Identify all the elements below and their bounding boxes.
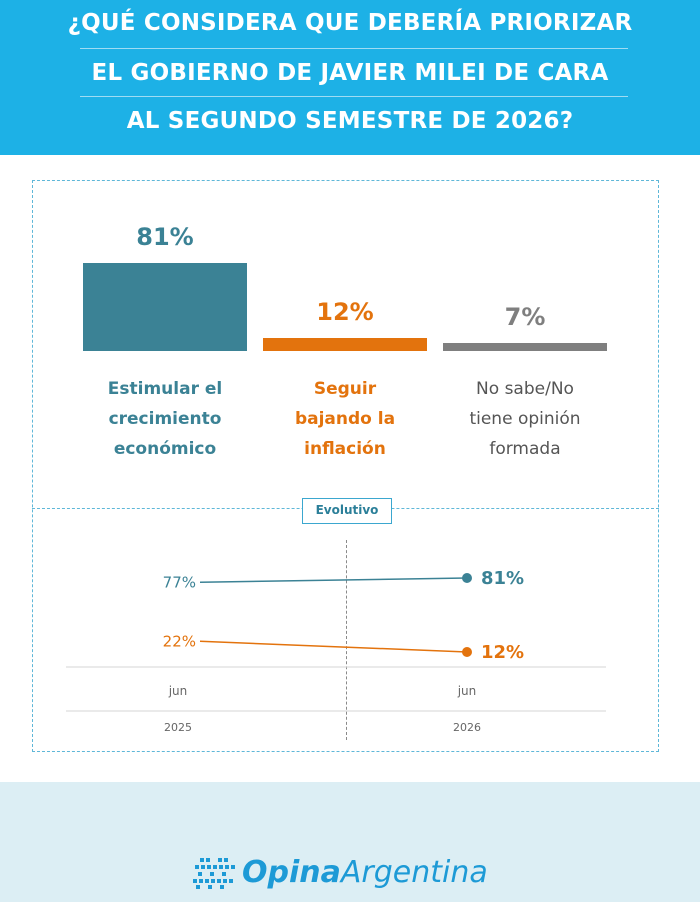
- period-divider-line: [346, 540, 347, 740]
- x-year-label-2025: 2025: [164, 721, 192, 734]
- bar-crecimiento: [83, 263, 247, 351]
- chart-panel: [32, 180, 659, 752]
- bar-no-sabe: [443, 343, 607, 351]
- bar-value-label-crecimiento: 81%: [136, 223, 194, 251]
- bar-value-label-no-sabe: 7%: [504, 303, 546, 331]
- category-label-inflacion: Seguir bajando la inflación: [294, 379, 396, 459]
- x-year-label-2026: 2026: [453, 721, 481, 734]
- series-inflacion-end-point: [462, 647, 472, 657]
- title-rule-2: [80, 96, 628, 97]
- opina-argentina-logo: OpinaArgentina: [192, 852, 488, 892]
- series-crecimiento-line: [199, 577, 468, 584]
- footer-band: [0, 782, 700, 902]
- series-crecimiento-end-point: [462, 573, 472, 583]
- logo-wordmark: OpinaArgentina: [242, 854, 488, 890]
- category-label-no-sabe: No sabe/No tiene opinión formada: [469, 379, 581, 459]
- series-crecimiento-start-label: 77%: [163, 573, 196, 591]
- bar-value-label-inflacion: 12%: [316, 298, 374, 326]
- bar-inflacion: [263, 338, 427, 351]
- title-line-3: AL SEGUNDO SEMESTRE DE 2026?: [126, 108, 574, 134]
- category-label-crecimiento: Estimular el crecimiento económico: [107, 379, 223, 459]
- series-inflacion-end-label: 12%: [481, 642, 524, 663]
- title-rule-1: [80, 48, 628, 49]
- evolutivo-badge: Evolutivo: [302, 498, 392, 524]
- header-banner: ¿QUÉ CONSIDERA QUE DEBERÍA PRIORIZAR EL …: [0, 0, 700, 155]
- series-crecimiento-end-label: 81%: [481, 568, 524, 589]
- hash-grid-icon: [193, 858, 235, 889]
- title-line-1: ¿QUÉ CONSIDERA QUE DEBERÍA PRIORIZAR: [67, 10, 633, 36]
- title-line-2: EL GOBIERNO DE JAVIER MILEI DE CARA: [91, 60, 609, 86]
- x-month-label-2026: jun: [457, 684, 477, 698]
- series-inflacion-line: [199, 640, 468, 653]
- series-inflacion-start-label: 22%: [163, 632, 196, 650]
- x-month-label-2025: jun: [168, 684, 188, 698]
